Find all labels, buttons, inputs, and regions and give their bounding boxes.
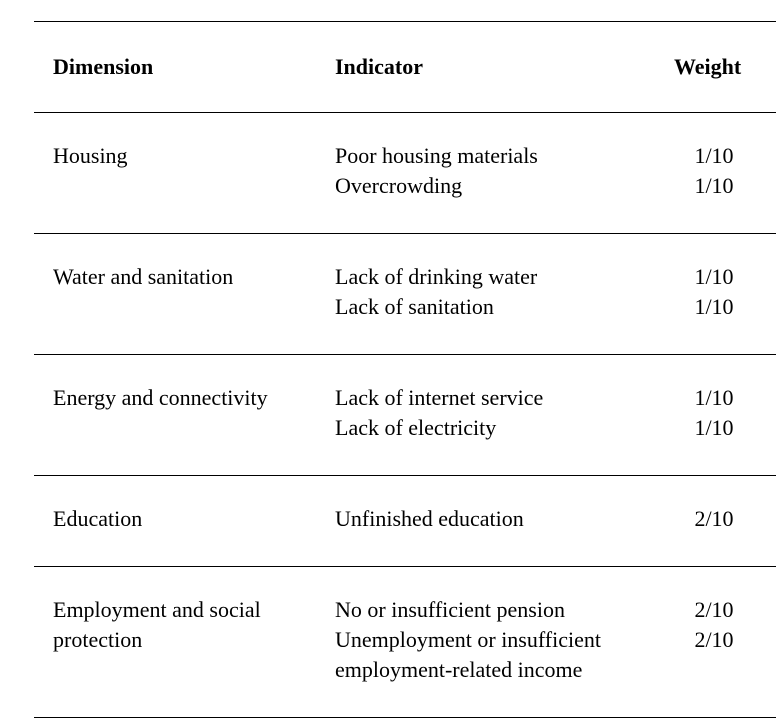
weight-text: 2/10: [694, 597, 734, 622]
dimension-text: Housing: [53, 143, 128, 168]
indicator-cell: Lack of drinking water Lack of sanitatio…: [335, 262, 655, 322]
weight-cell: 1/10 1/10: [674, 383, 754, 443]
dimension-cell: Energy and connectivity: [53, 383, 318, 413]
weight-text: 1/10: [694, 415, 734, 440]
indicator-cell: Unfinished education: [335, 504, 655, 534]
weight-text: 2/10: [694, 506, 734, 531]
indicator-text: Lack of electricity: [335, 415, 497, 440]
dimension-text: Energy and connectivity: [53, 385, 268, 410]
weight-text: 2/10: [694, 627, 734, 652]
bottom-rule: [34, 717, 776, 718]
weight-cell: 2/10: [674, 504, 754, 534]
table-row-water-sanitation: Water and sanitation Lack of drinking wa…: [34, 234, 776, 354]
dimension-cell: Employment and social protection: [53, 595, 318, 655]
dimension-text: Education: [53, 506, 143, 531]
indicator-cell: Lack of internet service Lack of electri…: [335, 383, 655, 443]
weight-cell: 1/10 1/10: [674, 262, 754, 322]
dimension-cell: Education: [53, 504, 318, 534]
dimension-text: protection: [53, 627, 143, 652]
header-dimension: Dimension: [53, 54, 154, 79]
top-rule: [34, 21, 776, 22]
indicator-text: Overcrowding: [335, 173, 463, 198]
weight-text: 1/10: [694, 385, 734, 410]
weight-cell: 1/10 1/10: [674, 141, 754, 201]
indicator-text: employment-related income: [335, 657, 583, 682]
table-row-energy-connectivity: Energy and connectivity Lack of internet…: [34, 355, 776, 475]
indicator-text: Unfinished education: [335, 506, 524, 531]
indicator-table: Dimension Indicator Weight Housing Poor …: [34, 21, 776, 718]
dimension-cell: Housing: [53, 141, 318, 171]
weight-text: 1/10: [694, 264, 734, 289]
indicator-cell: No or insufficient pension Unemployment …: [335, 595, 655, 685]
row-rule: [34, 233, 776, 234]
table-row-education: Education Unfinished education 2/10: [34, 476, 776, 566]
indicator-text: Lack of drinking water: [335, 264, 538, 289]
header-weight: Weight: [674, 54, 742, 79]
indicator-text: Lack of sanitation: [335, 294, 494, 319]
row-rule: [34, 475, 776, 476]
indicator-cell: Poor housing materials Overcrowding: [335, 141, 655, 201]
weight-text: 1/10: [694, 143, 734, 168]
weight-text: 1/10: [694, 173, 734, 198]
dimension-cell: Water and sanitation: [53, 262, 318, 292]
table-header: Dimension Indicator Weight: [34, 22, 776, 112]
row-rule: [34, 354, 776, 355]
table-row-housing: Housing Poor housing materials Overcrowd…: [34, 113, 776, 233]
row-rule: [34, 566, 776, 567]
indicator-text: Lack of internet service: [335, 385, 544, 410]
header-rule: [34, 112, 776, 113]
table-row-employment-social-protection: Employment and social protection No or i…: [34, 567, 776, 717]
indicator-text: No or insufficient pension: [335, 597, 565, 622]
weight-text: 1/10: [694, 294, 734, 319]
indicator-text: Unemployment or insufficient: [335, 627, 601, 652]
weight-cell: 2/10 2/10: [674, 595, 754, 655]
header-indicator: Indicator: [335, 54, 423, 79]
indicator-text: Poor housing materials: [335, 143, 538, 168]
dimension-text: Water and sanitation: [53, 264, 234, 289]
dimension-text: Employment and social: [53, 597, 261, 622]
